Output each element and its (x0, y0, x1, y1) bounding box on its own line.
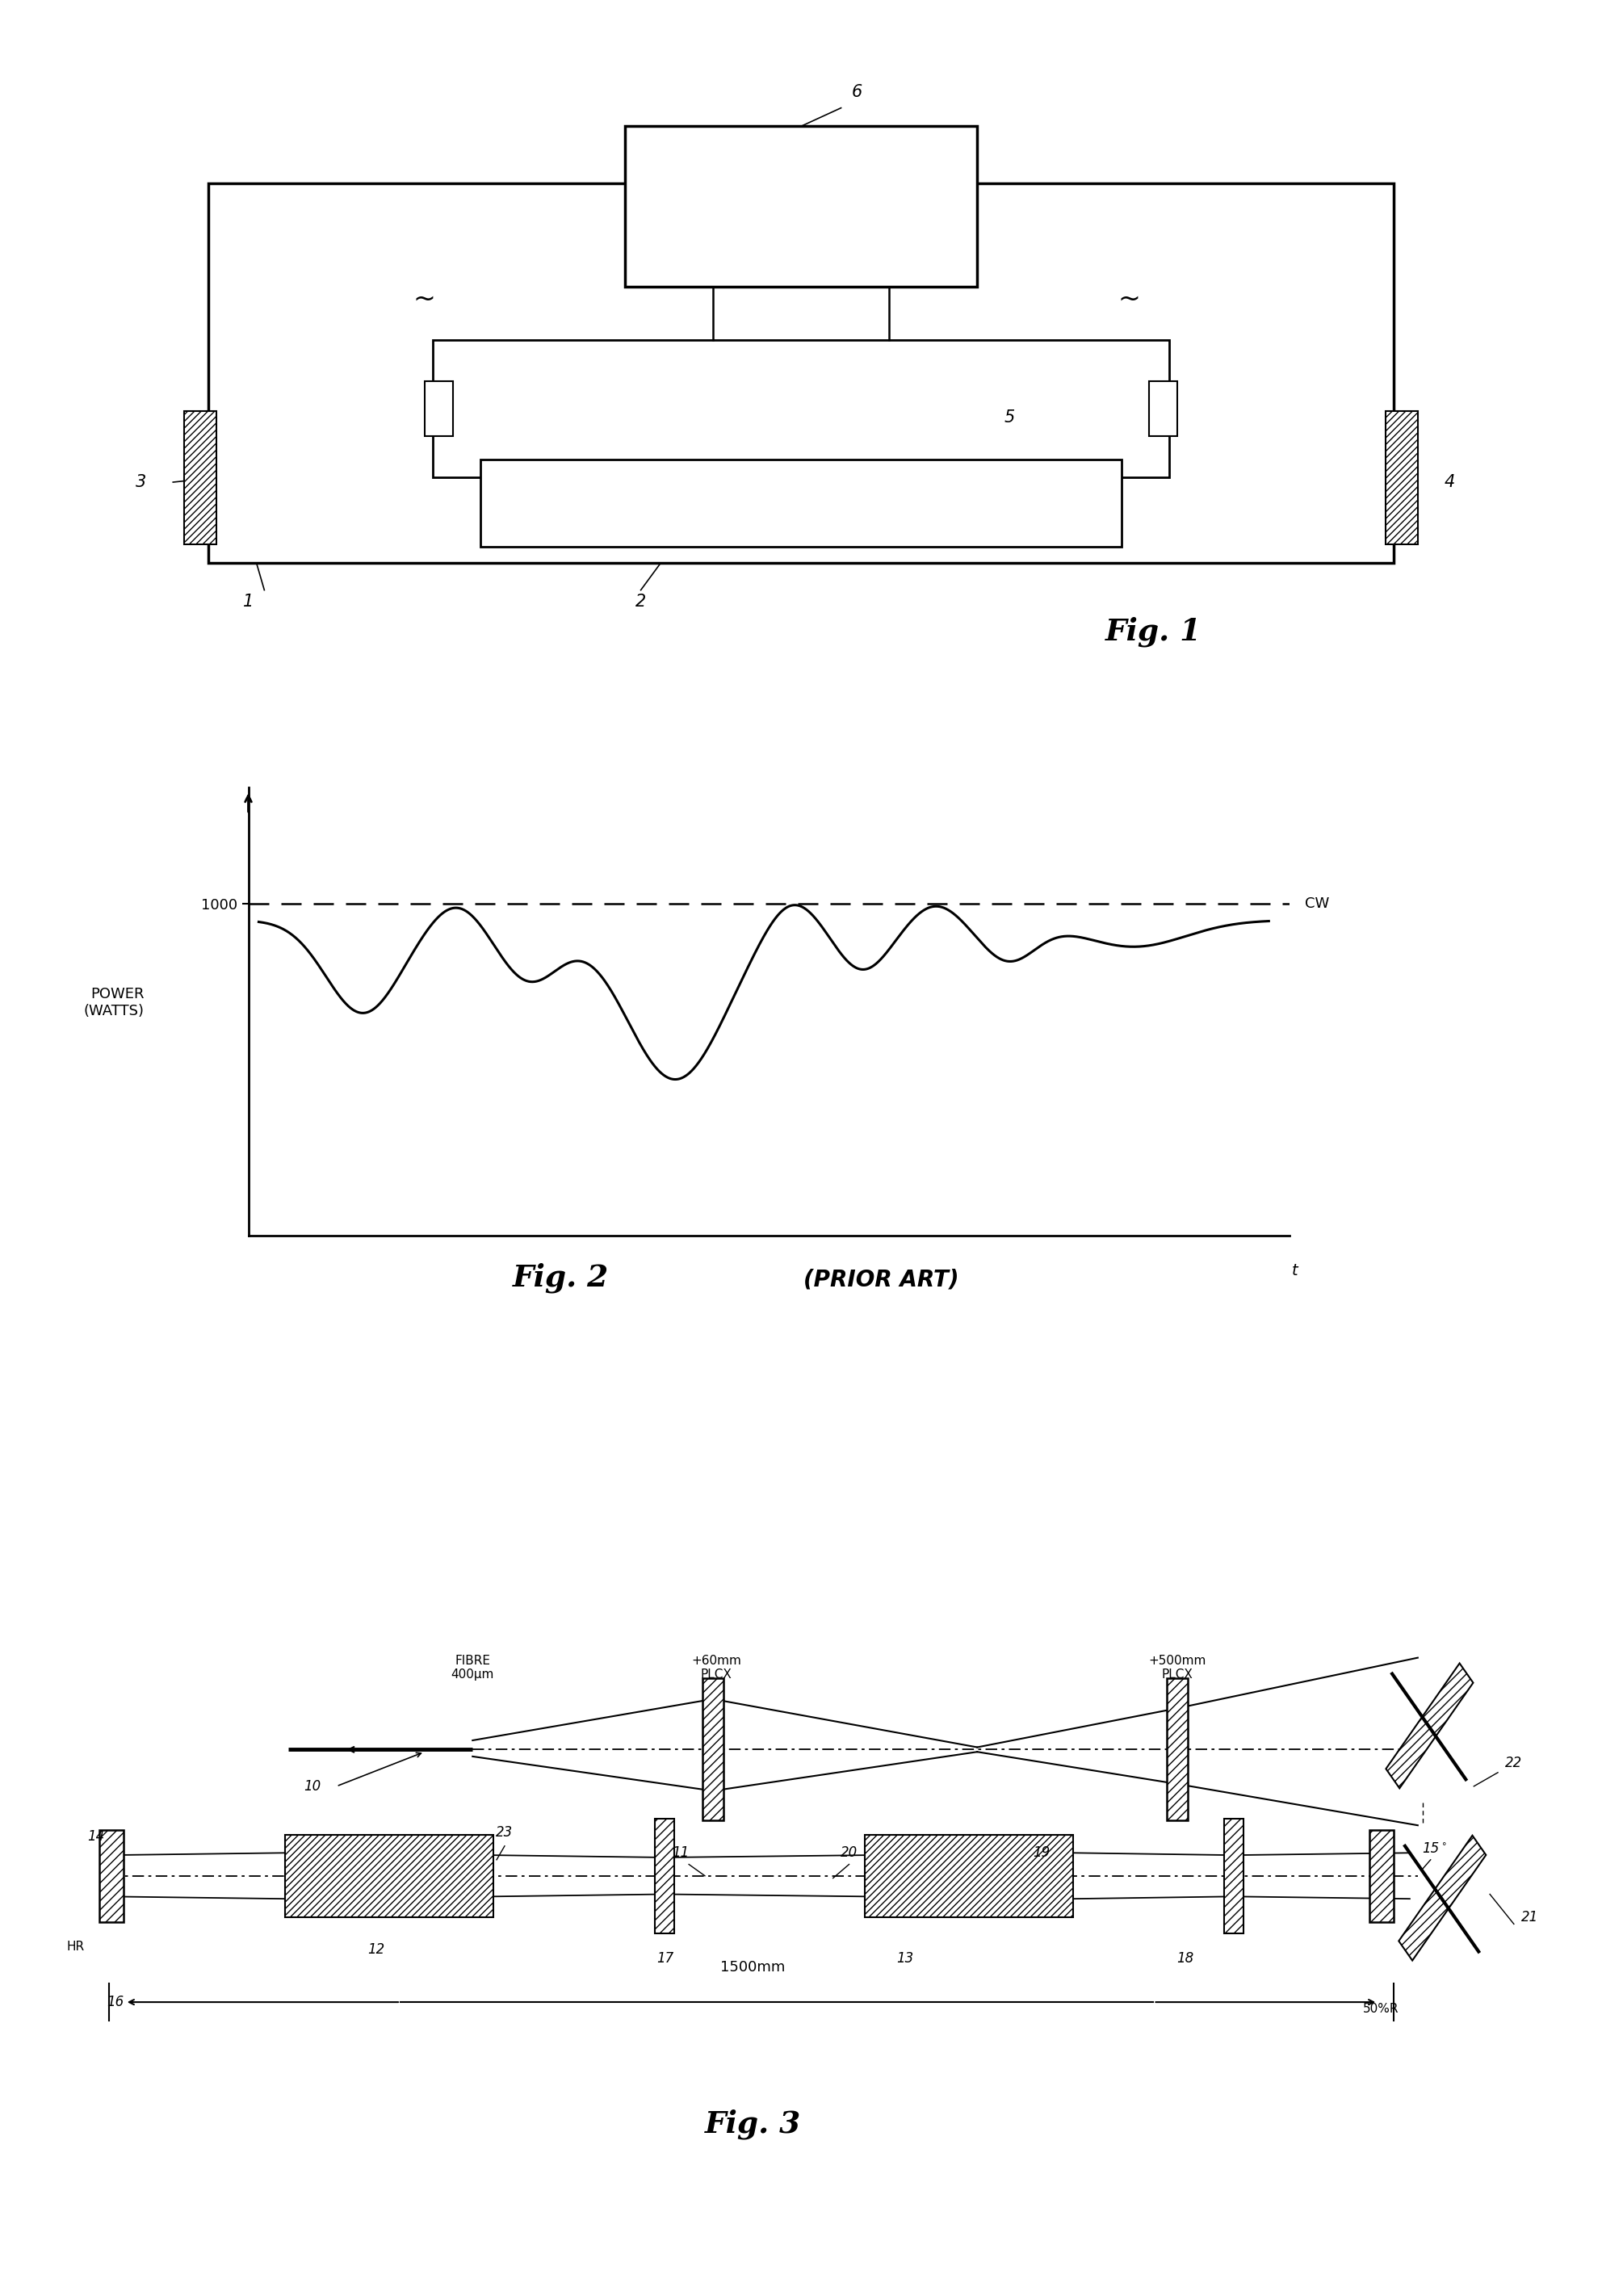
Text: FIBRE
400μm: FIBRE 400μm (452, 1655, 493, 1681)
Text: +60mm
PLCX: +60mm PLCX (690, 1655, 742, 1681)
Text: 17: 17 (657, 1952, 673, 1965)
Text: (PRIOR ART): (PRIOR ART) (803, 1267, 960, 1290)
Text: 20: 20 (841, 1846, 857, 1860)
Text: Fig. 1: Fig. 1 (1105, 615, 1202, 647)
Text: 4: 4 (1445, 473, 1455, 491)
Bar (625, 126, 977, 287)
Bar (865, 1835, 1073, 1917)
Text: 11: 11 (673, 1846, 689, 1860)
Bar (208, 184, 1394, 563)
Text: 50%R: 50%R (1363, 2002, 1399, 2016)
Text: 22: 22 (1506, 1756, 1522, 1770)
Bar (1386, 1662, 1474, 1789)
Text: 6: 6 (852, 83, 862, 101)
Text: 1500mm: 1500mm (721, 1961, 785, 1975)
Bar (1386, 411, 1418, 544)
Bar (655, 1818, 674, 1933)
Text: 21: 21 (1522, 1910, 1538, 1924)
Text: +500mm
PLCX: +500mm PLCX (1149, 1655, 1206, 1681)
Bar (1149, 381, 1177, 436)
Text: 23: 23 (497, 1825, 513, 1839)
Bar (425, 381, 453, 436)
Text: ~: ~ (1118, 285, 1141, 312)
Bar (1166, 1678, 1187, 1821)
Text: 12: 12 (368, 1942, 384, 1956)
Bar (481, 459, 1121, 546)
Text: ~: ~ (413, 285, 436, 312)
Text: CW: CW (1306, 895, 1330, 912)
Text: 14: 14 (88, 1830, 104, 1844)
Text: 2: 2 (636, 592, 646, 611)
Text: 10: 10 (304, 1779, 320, 1793)
Bar (99, 1830, 123, 1922)
Bar (1399, 1835, 1487, 1961)
Text: Fig. 2: Fig. 2 (513, 1263, 609, 1293)
Text: 18: 18 (1177, 1952, 1193, 1965)
Y-axis label: POWER
(WATTS): POWER (WATTS) (83, 987, 144, 1017)
Bar (1224, 1818, 1243, 1933)
Text: Fig. 3: Fig. 3 (705, 2108, 801, 2140)
Text: 19: 19 (1033, 1846, 1049, 1860)
Text: 16: 16 (107, 1995, 123, 2009)
Bar (702, 1678, 724, 1821)
Text: 3: 3 (136, 473, 146, 491)
Text: 5: 5 (1004, 409, 1014, 427)
Bar (1370, 1830, 1394, 1922)
Text: 1: 1 (244, 592, 253, 611)
Text: °: ° (1442, 1841, 1447, 1851)
Bar (285, 1835, 493, 1917)
Bar (433, 340, 1169, 478)
Text: 15: 15 (1423, 1841, 1439, 1855)
Bar (184, 411, 216, 544)
Text: 13: 13 (897, 1952, 913, 1965)
Text: HR: HR (66, 1940, 85, 1954)
Text: t: t (1291, 1263, 1298, 1279)
